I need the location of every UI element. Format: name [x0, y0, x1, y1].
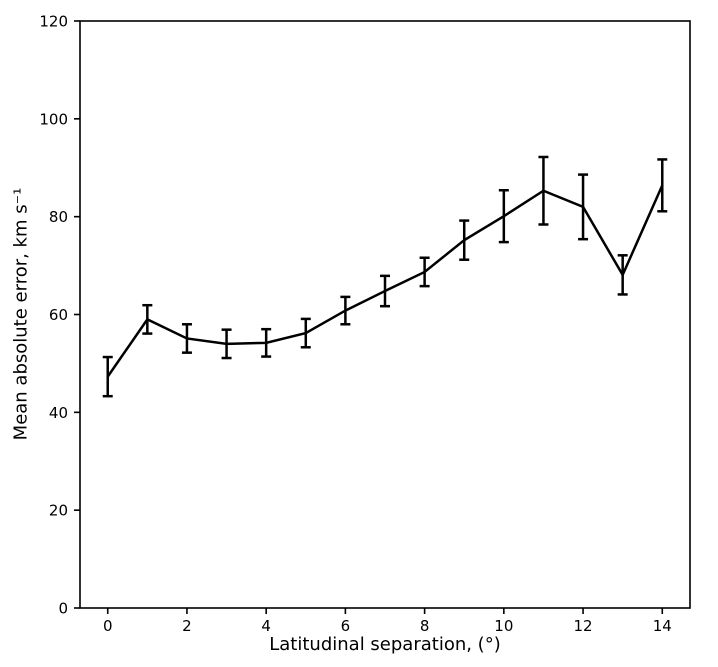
y-tick-label: 60: [49, 306, 68, 324]
y-tick-label: 100: [39, 110, 68, 128]
axes-frame: [79, 20, 691, 609]
y-tick-label: 120: [39, 13, 68, 31]
x-tick-label: 8: [420, 617, 430, 635]
x-tick-label: 0: [103, 617, 113, 635]
x-tick-label: 2: [182, 617, 192, 635]
x-axis-label: Latitudinal separation, (°): [269, 634, 501, 655]
y-tick-label: 0: [58, 600, 68, 618]
x-tick-label: 4: [261, 617, 271, 635]
x-tick-label: 14: [653, 617, 672, 635]
x-tick-label: 12: [574, 617, 593, 635]
y-tick-label: 40: [49, 404, 68, 422]
x-tick-label: 6: [341, 617, 351, 635]
y-axis-label: Mean absolute error, km s⁻¹: [10, 187, 32, 441]
x-tick-label: 10: [494, 617, 513, 635]
data-line: [106, 184, 664, 378]
y-tick-label: 20: [49, 502, 68, 520]
y-tick-label: 80: [49, 208, 68, 226]
